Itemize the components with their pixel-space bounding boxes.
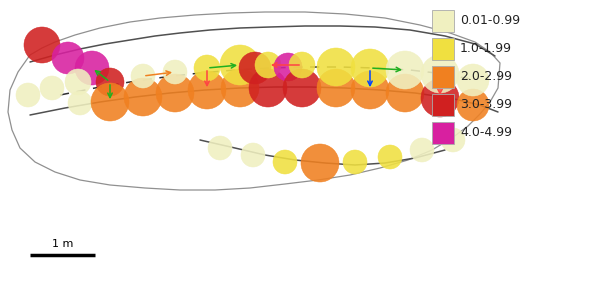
Circle shape bbox=[52, 42, 84, 74]
Circle shape bbox=[194, 55, 220, 81]
Circle shape bbox=[274, 53, 302, 81]
Circle shape bbox=[208, 136, 232, 160]
Circle shape bbox=[40, 76, 64, 100]
Circle shape bbox=[221, 69, 259, 107]
Bar bbox=[432, 66, 454, 88]
Circle shape bbox=[273, 150, 297, 174]
Circle shape bbox=[131, 64, 155, 88]
Circle shape bbox=[75, 51, 109, 85]
Circle shape bbox=[96, 68, 124, 96]
Circle shape bbox=[457, 64, 489, 96]
Circle shape bbox=[156, 74, 194, 112]
Circle shape bbox=[421, 55, 459, 93]
Circle shape bbox=[239, 52, 271, 84]
Circle shape bbox=[457, 89, 489, 121]
Text: 1.0-1.99: 1.0-1.99 bbox=[460, 42, 512, 55]
Circle shape bbox=[351, 71, 389, 109]
Circle shape bbox=[378, 145, 402, 169]
Circle shape bbox=[441, 128, 465, 152]
Text: 2.0-2.99: 2.0-2.99 bbox=[460, 71, 512, 84]
Circle shape bbox=[317, 69, 355, 107]
Text: 1 m: 1 m bbox=[52, 239, 73, 249]
Circle shape bbox=[68, 91, 92, 115]
Text: 3.0-3.99: 3.0-3.99 bbox=[460, 98, 512, 112]
Circle shape bbox=[188, 71, 226, 109]
Circle shape bbox=[343, 150, 367, 174]
Circle shape bbox=[24, 27, 60, 63]
Circle shape bbox=[220, 45, 260, 85]
Circle shape bbox=[386, 74, 424, 112]
Bar bbox=[432, 94, 454, 116]
Text: 0.01-0.99: 0.01-0.99 bbox=[460, 15, 520, 28]
Circle shape bbox=[317, 48, 355, 86]
Bar bbox=[432, 38, 454, 60]
Circle shape bbox=[351, 49, 389, 87]
Circle shape bbox=[249, 69, 287, 107]
Circle shape bbox=[91, 83, 129, 121]
Circle shape bbox=[421, 79, 459, 117]
Circle shape bbox=[283, 69, 321, 107]
Bar bbox=[432, 10, 454, 32]
Circle shape bbox=[241, 143, 265, 167]
Text: 4.0-4.99: 4.0-4.99 bbox=[460, 127, 512, 139]
Bar bbox=[432, 122, 454, 144]
Circle shape bbox=[255, 52, 281, 78]
Circle shape bbox=[124, 78, 162, 116]
Circle shape bbox=[410, 138, 434, 162]
Circle shape bbox=[386, 51, 424, 89]
Circle shape bbox=[16, 83, 40, 107]
Circle shape bbox=[65, 69, 91, 95]
Circle shape bbox=[163, 60, 187, 84]
Circle shape bbox=[289, 52, 315, 78]
Circle shape bbox=[301, 144, 339, 182]
